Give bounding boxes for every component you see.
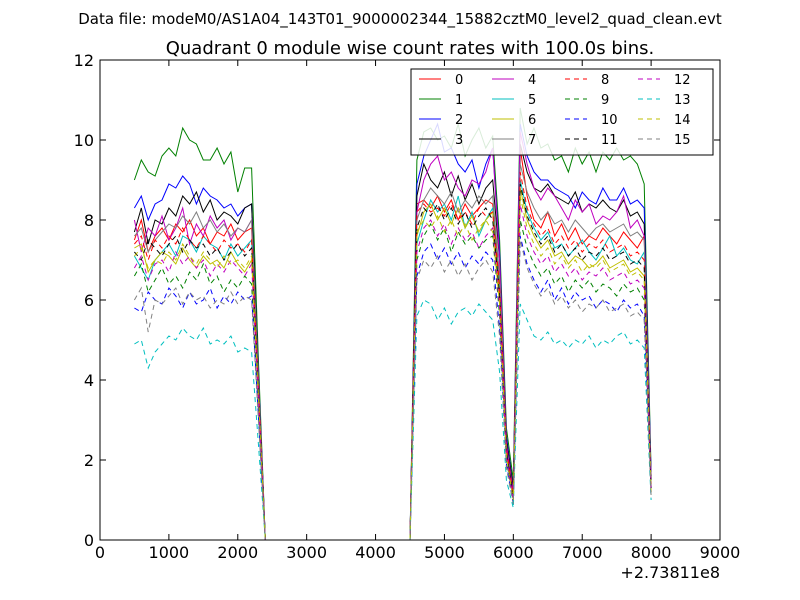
legend-box [410,68,714,156]
legend-label-4: 4 [528,73,536,88]
series-line-14 [134,195,652,541]
x-tick-label: 1000 [149,543,190,562]
legend-label-1: 1 [455,93,463,108]
legend-label-12: 12 [674,73,691,88]
legend-label-14: 14 [674,113,691,128]
legend-label-13: 13 [674,93,691,108]
y-tick-label: 10 [74,131,94,150]
y-tick-label: 6 [84,291,94,310]
x-tick-label: 7000 [562,543,603,562]
suptitle: Data file: modeM0/AS1A04_143T01_90000023… [78,10,722,29]
legend-label-8: 8 [601,73,609,88]
legend-label-3: 3 [455,133,463,148]
x-tick-label: 6000 [493,543,534,562]
x-tick-label: 0 [95,543,105,562]
x-offset-label: +2.73811e8 [620,563,720,582]
legend-label-5: 5 [528,93,536,108]
x-tick-label: 8000 [631,543,672,562]
y-tick-label: 8 [84,211,94,230]
x-tick-label: 9000 [700,543,741,562]
x-tick-label: 2000 [217,543,258,562]
legend-label-15: 15 [674,133,691,148]
y-tick-label: 12 [74,51,94,70]
legend-label-0: 0 [455,73,463,88]
x-axis: 0 1000 2000 3000 4000 5000 6000 7000 8000 9000 [95,60,740,562]
chart-title: Quadrant 0 module wise count rates with … [166,38,655,59]
x-tick-label: 4000 [355,543,396,562]
legend-label-7: 7 [528,133,536,148]
legend-label-6: 6 [528,113,536,128]
y-tick-label: 2 [84,451,94,470]
legend-label-2: 2 [455,113,463,128]
legend-label-10: 10 [601,113,618,128]
legend-label-9: 9 [601,93,609,108]
y-tick-label: 4 [84,371,94,390]
x-tick-label: 3000 [286,543,327,562]
x-tick-label: 5000 [424,543,465,562]
y-tick-label: 0 [84,531,94,550]
series-line-10 [134,235,652,541]
legend-label-11: 11 [601,133,618,148]
